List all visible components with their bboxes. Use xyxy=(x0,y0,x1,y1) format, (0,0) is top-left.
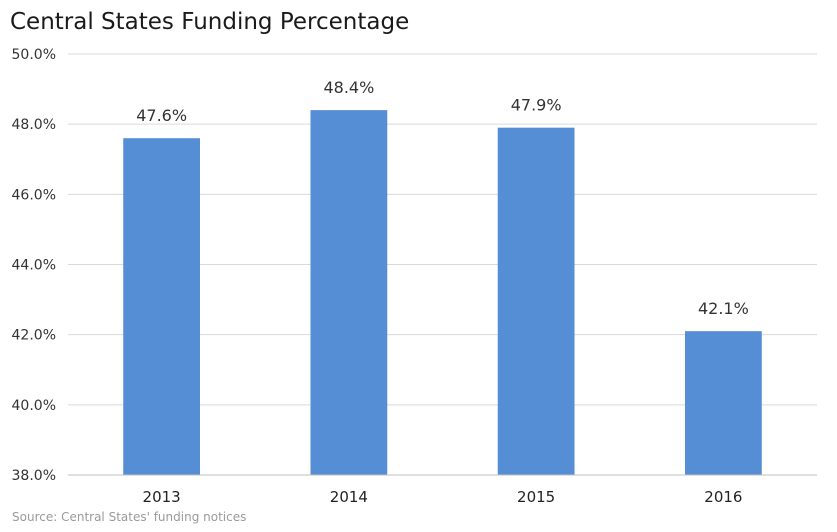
y-tick-label: 46.0% xyxy=(12,187,56,203)
y-tick-label: 40.0% xyxy=(12,398,56,414)
y-axis: 38.0% 40.0% 42.0% 44.0% 46.0% 48.0% 50.0% xyxy=(12,47,56,484)
bars xyxy=(123,110,762,476)
y-tick-label: 44.0% xyxy=(12,258,56,274)
y-tick-label: 48.0% xyxy=(12,117,56,133)
chart-title: Central States Funding Percentage xyxy=(10,9,409,35)
bar xyxy=(497,127,575,476)
bar xyxy=(684,331,762,475)
bar xyxy=(310,110,388,475)
data-labels: 47.6% 48.4% 47.9% 42.1% xyxy=(136,78,749,318)
x-axis: 2013 2014 2015 2016 xyxy=(143,488,743,506)
data-label: 47.6% xyxy=(136,106,187,125)
x-tick-label: 2016 xyxy=(704,488,742,506)
data-label: 47.9% xyxy=(511,96,562,115)
data-label: 48.4% xyxy=(323,78,374,97)
data-label: 42.1% xyxy=(698,299,749,318)
y-tick-label: 50.0% xyxy=(12,47,56,63)
bar xyxy=(123,138,201,475)
y-tick-label: 42.0% xyxy=(12,328,56,344)
source-note: Source: Central States' funding notices xyxy=(12,510,246,524)
x-tick-label: 2014 xyxy=(330,488,368,506)
x-tick-label: 2013 xyxy=(143,488,181,506)
y-tick-label: 38.0% xyxy=(12,468,56,484)
x-tick-label: 2015 xyxy=(517,488,555,506)
